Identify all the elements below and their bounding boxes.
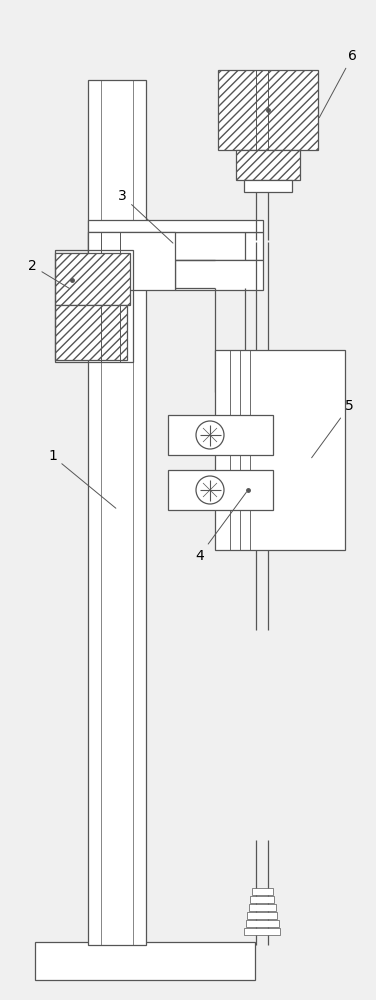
Bar [88, 232, 175, 290]
Bar [55, 253, 130, 305]
Bar [244, 180, 292, 192]
Bar [244, 928, 280, 935]
Circle shape [196, 476, 224, 504]
Bar [88, 80, 146, 945]
Bar [218, 70, 318, 150]
Text: 6: 6 [319, 49, 357, 118]
Bar [35, 942, 255, 980]
Bar [246, 920, 279, 927]
Bar [55, 305, 127, 360]
Bar [249, 904, 276, 911]
Circle shape [196, 421, 224, 449]
Bar [168, 470, 273, 510]
Bar [236, 150, 300, 180]
Bar [252, 888, 273, 895]
Text: 5: 5 [312, 399, 354, 458]
Text: 3: 3 [118, 189, 173, 243]
Text: 1: 1 [48, 449, 116, 508]
Bar [88, 232, 263, 260]
Text: 2: 2 [28, 259, 70, 289]
Text: 4: 4 [195, 492, 246, 563]
Bar [247, 912, 277, 919]
Bar [175, 260, 263, 290]
Bar [168, 415, 273, 455]
Bar [250, 896, 274, 903]
Bar [55, 250, 133, 362]
Bar [215, 350, 345, 550]
Bar [88, 220, 263, 232]
